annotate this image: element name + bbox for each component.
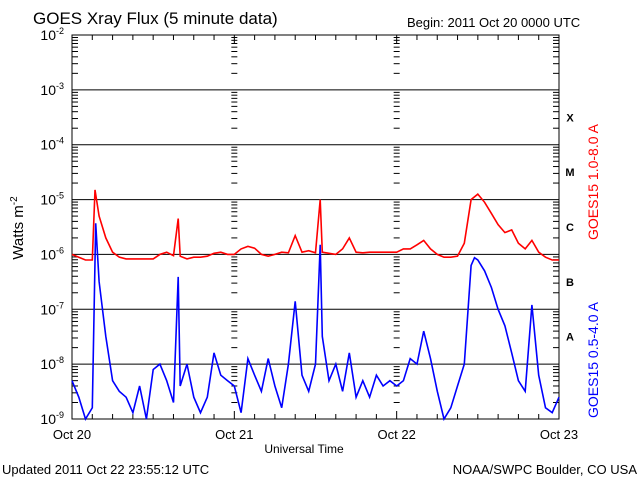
x-tick-label: Oct 22 <box>378 427 416 442</box>
y-tick-exponent: -3 <box>56 81 64 91</box>
y-tick-mantissa: 10 <box>40 27 56 43</box>
x-tick-label: Oct 20 <box>53 427 91 442</box>
legend-goes15-long: GOES15 1.0-8.0 A <box>585 123 601 240</box>
svg-text:Watts m-2: Watts m-2 <box>9 196 27 260</box>
begin-label: Begin: 2011 Oct 20 0000 UTC <box>407 15 580 30</box>
y-tick-labels: 10-210-310-410-510-610-710-810-9 <box>40 26 64 427</box>
x-axis-label: Universal Time <box>264 442 344 456</box>
y-tick-label: 10-6 <box>40 245 64 262</box>
flare-class-c: C <box>566 222 574 234</box>
updated-timestamp: Updated 2011 Oct 22 23:55:12 UTC <box>2 462 209 477</box>
y-tick-label: 10-7 <box>40 300 64 317</box>
y-tick-mantissa: 10 <box>40 82 56 98</box>
series-line-long <box>71 189 559 261</box>
y-tick-exponent: -8 <box>56 355 64 365</box>
flare-class-b: B <box>566 277 574 289</box>
legend-goes15-short: GOES15 0.5-4.0 A <box>585 301 601 418</box>
y-tick-exponent: -4 <box>56 136 64 146</box>
series-line-short <box>71 223 560 422</box>
x-tick-label: Oct 21 <box>215 427 253 442</box>
y-tick-mantissa: 10 <box>40 356 56 372</box>
y-tick-exponent: -2 <box>56 26 64 36</box>
flare-class-labels: X M C B A <box>565 112 574 343</box>
credit-label: NOAA/SWPC Boulder, CO USA <box>453 462 638 477</box>
y-tick-mantissa: 10 <box>40 246 56 262</box>
flare-class-m: M <box>565 167 574 179</box>
y-tick-mantissa: 10 <box>40 411 56 427</box>
y-tick-label: 10-9 <box>40 410 64 427</box>
flare-class-a: A <box>566 332 574 344</box>
y-tick-label: 10-8 <box>40 355 64 372</box>
y-tick-label: 10-2 <box>40 26 64 43</box>
legend-short-channel: GOES15 0.5-4.0 A <box>585 301 601 418</box>
y-axis-label-text: Watts m <box>10 205 27 259</box>
x-tick-label: Oct 23 <box>540 427 578 442</box>
x-tick-labels: Oct 20 Oct 21 Oct 22 Oct 23 <box>53 427 578 442</box>
legend-long-channel: GOES15 1.0-8.0 A <box>585 123 601 240</box>
y-tick-exponent: -6 <box>56 245 64 255</box>
y-tick-mantissa: 10 <box>40 192 56 208</box>
y-tick-label: 10-4 <box>40 136 64 153</box>
y-tick-label: 10-3 <box>40 81 64 98</box>
y-tick-exponent: -9 <box>56 410 64 420</box>
y-tick-exponent: -5 <box>56 191 64 201</box>
series-lines <box>71 189 560 422</box>
plot-axes <box>71 34 560 420</box>
y-axis-label: Watts m-2 <box>9 196 27 260</box>
y-axis-label-exp: -2 <box>9 196 20 205</box>
y-tick-label: 10-5 <box>40 191 64 208</box>
flare-class-x: X <box>566 112 574 124</box>
y-tick-exponent: -7 <box>56 300 64 310</box>
y-tick-mantissa: 10 <box>40 137 56 153</box>
chart-title: GOES Xray Flux (5 minute data) <box>33 9 278 28</box>
y-tick-mantissa: 10 <box>40 301 56 317</box>
